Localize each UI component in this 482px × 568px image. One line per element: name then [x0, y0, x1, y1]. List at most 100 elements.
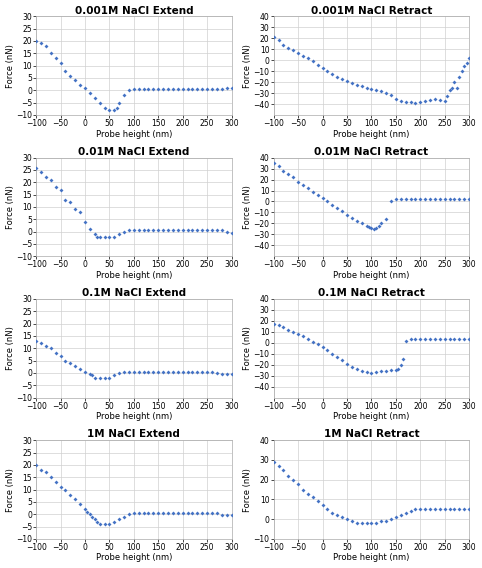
Point — [280, 465, 287, 474]
Point — [208, 508, 216, 517]
Point — [353, 519, 361, 528]
Point — [67, 198, 74, 207]
Point — [353, 365, 361, 374]
Point — [377, 86, 385, 95]
Point — [280, 40, 287, 49]
Point — [392, 366, 400, 375]
Point — [218, 226, 226, 235]
Point — [149, 85, 157, 94]
Point — [421, 505, 429, 514]
Point — [382, 516, 390, 525]
Point — [309, 337, 317, 346]
Point — [164, 85, 172, 94]
Point — [328, 349, 336, 358]
Point — [458, 66, 466, 76]
Point — [96, 98, 104, 107]
Point — [377, 219, 385, 228]
Point — [309, 187, 317, 196]
Point — [42, 341, 50, 350]
Point — [67, 358, 74, 367]
Point — [81, 217, 89, 226]
Point — [71, 361, 79, 370]
Point — [47, 473, 54, 482]
Point — [453, 83, 461, 92]
Point — [387, 197, 395, 206]
Point — [295, 48, 302, 57]
Title: 0.1M NaCl Retract: 0.1M NaCl Retract — [318, 288, 425, 298]
Point — [451, 335, 458, 344]
X-axis label: Probe height (nm): Probe height (nm) — [95, 130, 172, 139]
Point — [159, 85, 167, 94]
Point — [47, 344, 54, 353]
Point — [334, 72, 341, 81]
Point — [47, 176, 54, 185]
Point — [365, 222, 373, 231]
Point — [213, 85, 221, 94]
Point — [392, 513, 400, 522]
Point — [154, 367, 162, 376]
Point — [455, 195, 463, 204]
Point — [455, 72, 463, 81]
Point — [47, 49, 54, 58]
Title: 0.01M NaCl Extend: 0.01M NaCl Extend — [78, 147, 189, 157]
Point — [125, 509, 133, 519]
Title: 0.1M NaCl Extend: 0.1M NaCl Extend — [82, 288, 186, 298]
Point — [304, 184, 312, 193]
Title: 0.001M NaCl Extend: 0.001M NaCl Extend — [75, 6, 193, 15]
Point — [348, 362, 356, 371]
Point — [460, 195, 468, 204]
Point — [368, 223, 375, 232]
Point — [284, 44, 292, 53]
Point — [299, 181, 307, 190]
Point — [86, 370, 94, 379]
Point — [120, 91, 128, 100]
Point — [465, 195, 473, 204]
Point — [83, 507, 91, 516]
X-axis label: Probe height (nm): Probe height (nm) — [95, 271, 172, 280]
Point — [223, 227, 230, 236]
Point — [412, 335, 419, 344]
Point — [412, 195, 419, 204]
Point — [94, 232, 101, 241]
Point — [387, 515, 395, 524]
Point — [193, 367, 201, 376]
Point — [140, 367, 147, 376]
Point — [421, 195, 429, 204]
Point — [203, 508, 211, 517]
Point — [280, 323, 287, 332]
Point — [193, 85, 201, 94]
Point — [228, 370, 235, 379]
Point — [319, 343, 326, 352]
Point — [52, 54, 59, 63]
Point — [426, 195, 434, 204]
Point — [455, 505, 463, 514]
Point — [115, 369, 123, 378]
Point — [125, 86, 133, 95]
Point — [76, 500, 84, 509]
Point — [387, 366, 395, 375]
Title: 0.001M NaCl Retract: 0.001M NaCl Retract — [311, 6, 432, 15]
Point — [407, 335, 415, 344]
Point — [213, 226, 221, 235]
Point — [446, 195, 454, 204]
Point — [397, 96, 404, 105]
Point — [426, 95, 434, 104]
Point — [145, 85, 152, 94]
Point — [455, 335, 463, 344]
Point — [443, 92, 451, 101]
Point — [169, 367, 177, 376]
Point — [67, 71, 74, 80]
Point — [460, 61, 468, 70]
Point — [96, 520, 104, 529]
Point — [159, 226, 167, 235]
Point — [179, 367, 187, 376]
Point — [373, 519, 380, 528]
Point — [101, 232, 108, 241]
Point — [57, 185, 65, 194]
Point — [295, 177, 302, 186]
Point — [416, 505, 424, 514]
Point — [193, 226, 201, 235]
Point — [101, 373, 108, 382]
Point — [203, 226, 211, 235]
Point — [62, 356, 69, 365]
